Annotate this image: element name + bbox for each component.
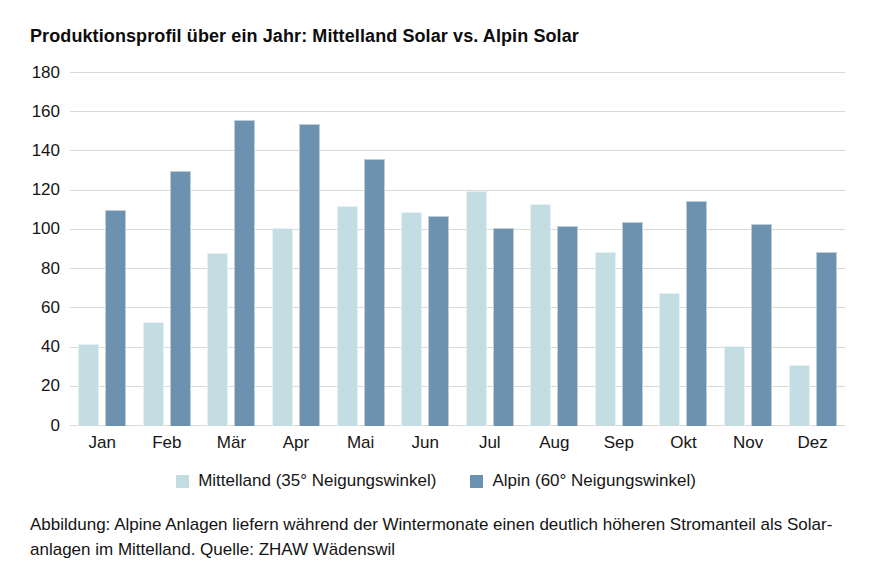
x-axis-labels: JanFebMärAprMaiJunJulAugSepOktNovDez <box>70 433 845 453</box>
bar-group-apr <box>264 72 329 426</box>
x-axis-label-aug: Aug <box>522 433 587 453</box>
x-axis-label-sep: Sep <box>587 433 652 453</box>
bar-mittelland-sep <box>595 252 616 427</box>
bar-group-jun <box>393 72 458 426</box>
legend-swatch-mittelland <box>176 475 189 488</box>
bar-alpin-aug <box>557 226 578 426</box>
bar-alpin-jun <box>428 216 449 426</box>
bar-group-mai <box>328 72 393 426</box>
legend-label-alpin: Alpin (60° Neigungswinkel) <box>492 471 695 491</box>
bar-alpin-sep <box>622 222 643 426</box>
bar-mittelland-nov <box>724 346 745 426</box>
bar-group-feb <box>135 72 200 426</box>
figure-caption-line1: Abbildung: Alpine Anlagen liefern währen… <box>30 515 832 534</box>
x-axis-label-nov: Nov <box>716 433 781 453</box>
legend-label-mittelland: Mittelland (35° Neigungswinkel) <box>198 471 436 491</box>
bar-mittelland-jun <box>401 212 422 426</box>
legend-item-alpin: Alpin (60° Neigungswinkel) <box>470 471 695 491</box>
y-axis-tick-label-120: 120 <box>0 178 60 202</box>
bar-mittelland-dez <box>789 365 810 426</box>
bar-mittelland-m-r <box>207 253 228 426</box>
bar-alpin-mai <box>364 159 385 426</box>
bar-mittelland-jan <box>78 344 99 426</box>
chart-figure: Produktionsprofil über ein Jahr: Mittell… <box>0 0 872 578</box>
legend-item-mittelland: Mittelland (35° Neigungswinkel) <box>176 471 436 491</box>
legend-swatch-alpin <box>470 475 483 488</box>
bar-group-dez <box>780 72 845 426</box>
y-axis-tick-label-80: 80 <box>0 257 60 281</box>
x-axis-label-jul: Jul <box>457 433 522 453</box>
bar-alpin-feb <box>170 171 191 426</box>
y-axis-tick-label-180: 180 <box>0 61 60 85</box>
figure-caption-line2: anlagen im Mittelland. Quelle: ZHAW Wäde… <box>30 540 395 559</box>
bar-group-jan <box>70 72 135 426</box>
bar-group-jul <box>457 72 522 426</box>
bar-mittelland-mai <box>337 206 358 426</box>
x-axis-label-jan: Jan <box>70 433 135 453</box>
bar-group-okt <box>651 72 716 426</box>
figure-caption: Abbildung: Alpine Anlagen liefern währen… <box>30 512 850 562</box>
y-axis-tick-label-20: 20 <box>0 374 60 398</box>
x-axis-label-okt: Okt <box>651 433 716 453</box>
bar-mittelland-feb <box>143 322 164 426</box>
y-axis-tick-label-40: 40 <box>0 335 60 359</box>
chart-title: Produktionsprofil über ein Jahr: Mittell… <box>30 26 579 47</box>
x-axis-label-dez: Dez <box>780 433 845 453</box>
bar-group-m-r <box>199 72 264 426</box>
y-axis-tick-label-160: 160 <box>0 100 60 124</box>
x-axis-label-mai: Mai <box>328 433 393 453</box>
bar-group-aug <box>522 72 587 426</box>
bar-mittelland-aug <box>530 204 551 426</box>
bar-mittelland-jul <box>466 191 487 426</box>
x-axis-label-m-r: Mär <box>199 433 264 453</box>
legend: Mittelland (35° Neigungswinkel) Alpin (60… <box>0 471 872 491</box>
bar-mittelland-apr <box>272 228 293 426</box>
bar-group-sep <box>587 72 652 426</box>
bar-alpin-dez <box>816 252 837 427</box>
bar-mittelland-okt <box>659 293 680 426</box>
y-axis-tick-label-0: 0 <box>0 414 60 438</box>
y-axis-tick-label-140: 140 <box>0 139 60 163</box>
bar-alpin-jul <box>493 228 514 426</box>
x-axis-label-apr: Apr <box>264 433 329 453</box>
bar-alpin-nov <box>751 224 772 426</box>
y-axis-tick-label-60: 60 <box>0 296 60 320</box>
bar-group-nov <box>716 72 781 426</box>
bar-alpin-m-r <box>234 120 255 426</box>
bar-alpin-apr <box>299 124 320 426</box>
x-axis-label-feb: Feb <box>135 433 200 453</box>
y-axis-tick-label-100: 100 <box>0 217 60 241</box>
x-axis-label-jun: Jun <box>393 433 458 453</box>
bar-alpin-okt <box>686 201 707 427</box>
bar-groups <box>70 72 845 426</box>
plot-area: 020406080100120140160180 <box>70 72 845 426</box>
bar-alpin-jan <box>105 210 126 426</box>
